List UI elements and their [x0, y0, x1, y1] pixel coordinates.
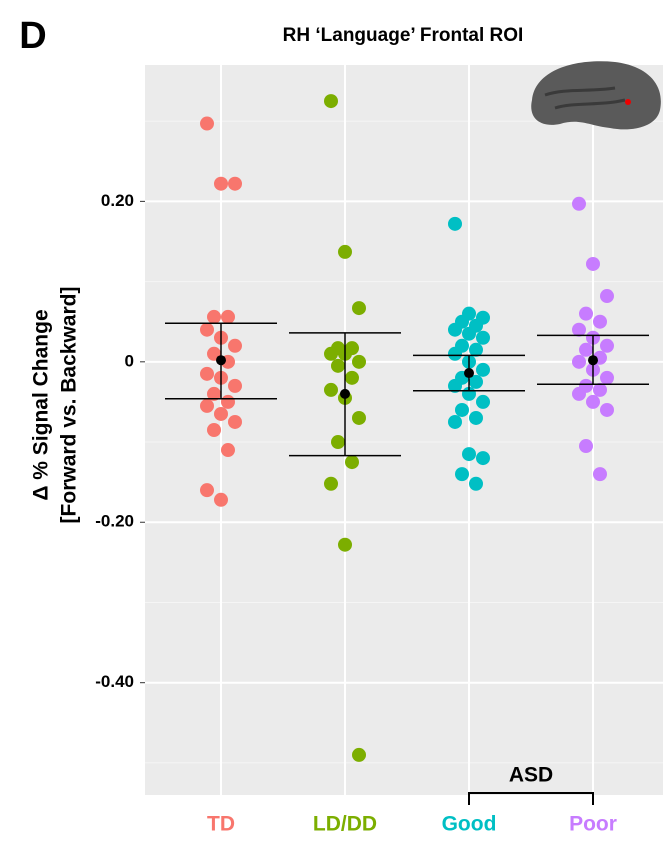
data-point — [214, 177, 228, 191]
data-point — [448, 415, 462, 429]
data-point — [200, 117, 214, 131]
mean-point — [216, 355, 226, 365]
mean-point — [340, 389, 350, 399]
data-point — [448, 323, 462, 337]
data-point — [221, 310, 235, 324]
data-point — [593, 467, 607, 481]
mean-point — [464, 368, 474, 378]
data-point — [214, 407, 228, 421]
data-point — [228, 177, 242, 191]
data-point — [469, 411, 483, 425]
data-point — [572, 197, 586, 211]
data-point — [600, 371, 614, 385]
data-point — [469, 477, 483, 491]
data-point — [228, 415, 242, 429]
data-point — [200, 399, 214, 413]
x-tick-label: Poor — [569, 813, 617, 836]
data-point — [352, 355, 366, 369]
data-point — [228, 379, 242, 393]
data-point — [579, 343, 593, 357]
data-point — [200, 483, 214, 497]
data-point — [600, 403, 614, 417]
data-point — [476, 331, 490, 345]
data-point — [207, 423, 221, 437]
data-point — [324, 347, 338, 361]
y-axis-label: [Forward vs. Backward] — [58, 287, 81, 524]
data-point — [455, 403, 469, 417]
data-point — [352, 301, 366, 315]
data-point — [593, 315, 607, 329]
data-point — [221, 443, 235, 457]
data-point — [200, 367, 214, 381]
data-point — [462, 447, 476, 461]
data-point — [600, 289, 614, 303]
data-point — [455, 467, 469, 481]
plot-panel — [145, 65, 663, 795]
y-axis-label: Δ % Signal Change — [30, 309, 53, 500]
panel-label: D — [19, 15, 46, 57]
data-point — [476, 451, 490, 465]
x-tick-label: TD — [207, 813, 235, 836]
data-point — [572, 387, 586, 401]
data-point — [579, 439, 593, 453]
data-point — [200, 323, 214, 337]
data-point — [228, 339, 242, 353]
mean-point — [588, 355, 598, 365]
data-point — [448, 347, 462, 361]
data-point — [352, 411, 366, 425]
data-point — [338, 538, 352, 552]
data-point — [476, 395, 490, 409]
y-tick-label: -0.40 — [95, 672, 134, 691]
y-tick-label: -0.20 — [95, 512, 134, 531]
x-tick-label: LD/DD — [313, 813, 377, 836]
group-label: ASD — [509, 764, 553, 787]
data-point — [462, 327, 476, 341]
x-tick-label: Good — [442, 813, 497, 836]
data-point — [586, 257, 600, 271]
data-point — [352, 748, 366, 762]
data-point — [324, 477, 338, 491]
y-tick-label: 0.20 — [101, 191, 134, 210]
data-point — [324, 383, 338, 397]
data-point — [586, 395, 600, 409]
data-point — [345, 371, 359, 385]
chart-title: RH ‘Language’ Frontal ROI — [283, 25, 524, 46]
data-point — [207, 310, 221, 324]
data-point — [214, 493, 228, 507]
data-point — [324, 94, 338, 108]
data-point — [600, 339, 614, 353]
data-point — [448, 217, 462, 231]
data-point — [476, 363, 490, 377]
chart: D RH ‘Language’ Frontal ROI Δ % Signal C… — [0, 0, 663, 845]
data-point — [331, 435, 345, 449]
data-point — [221, 395, 235, 409]
data-point — [338, 245, 352, 259]
data-point — [579, 307, 593, 321]
data-point — [345, 455, 359, 469]
y-tick-label: 0 — [125, 351, 134, 370]
data-point — [331, 359, 345, 373]
data-point — [572, 355, 586, 369]
